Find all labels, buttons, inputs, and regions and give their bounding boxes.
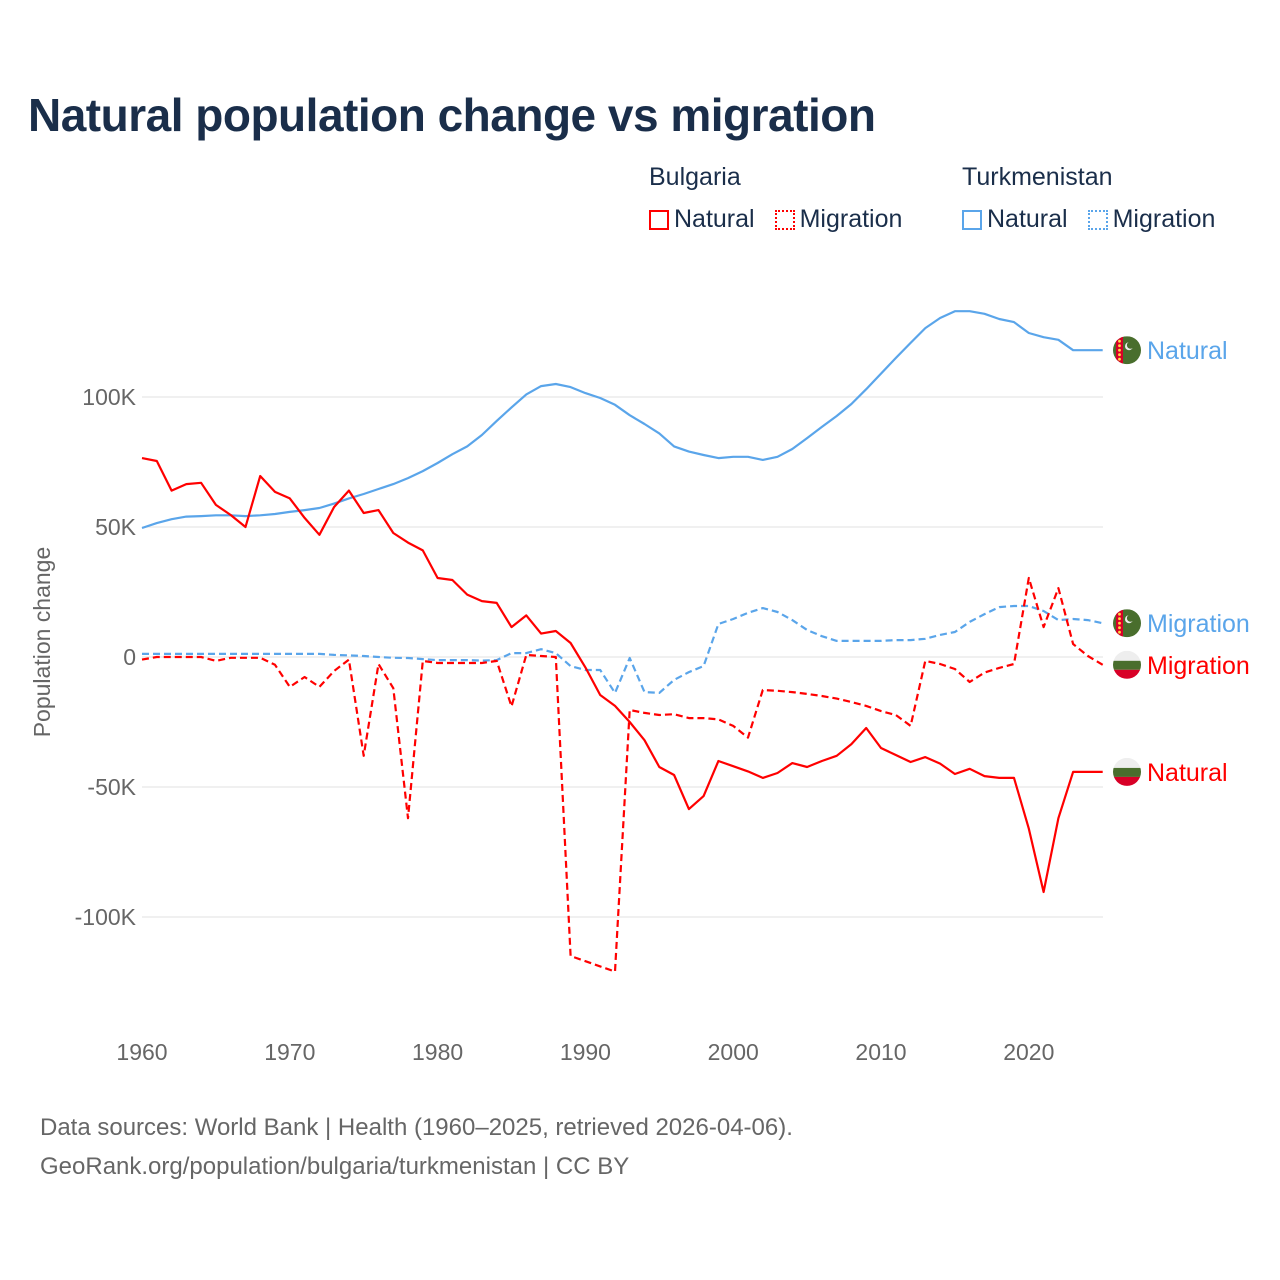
y-tick-label: 100K <box>82 384 136 410</box>
series-end-label: Natural <box>1147 759 1228 787</box>
solid-swatch-icon <box>962 209 982 230</box>
bulgaria-flag-icon <box>1113 650 1141 679</box>
x-tick-label: 1970 <box>264 1039 315 1065</box>
legend-item-bulgaria-natural[interactable]: Natural <box>649 205 755 234</box>
series-line-turkmenistan-migration <box>142 604 1103 695</box>
y-tick-label: -50K <box>87 774 136 800</box>
legend-bulgaria-items: Natural Migration <box>649 205 916 234</box>
x-tick-label: 1960 <box>116 1039 167 1065</box>
legend-label: Natural <box>674 205 755 233</box>
dotted-swatch-icon <box>774 209 795 230</box>
series-line-bulgaria-migration <box>141 576 1104 973</box>
y-tick-label: 50K <box>95 514 137 540</box>
turkmenistan-flag-icon <box>1113 336 1141 365</box>
series-end-label: Migration <box>1147 652 1250 680</box>
legend-item-turkmenistan-natural[interactable]: Natural <box>962 205 1068 234</box>
bulgaria-flag-icon <box>1113 757 1141 786</box>
solid-swatch-icon <box>649 209 669 230</box>
source-line-2[interactable]: GeoRank.org/population/bulgaria/turkmeni… <box>40 1153 630 1180</box>
legend-label: Natural <box>987 205 1068 233</box>
legend-group-turkmenistan: Turkmenistan <box>962 163 1113 191</box>
x-tick-label: 2010 <box>855 1039 906 1065</box>
chart-title: Natural population change vs migration <box>28 89 876 141</box>
x-tick-label: 2020 <box>1003 1039 1054 1065</box>
x-tick-label: 1990 <box>560 1039 611 1065</box>
legend-group-bulgaria: Bulgaria <box>649 163 741 191</box>
x-tick-label: 1980 <box>412 1039 463 1065</box>
series-end-label: Migration <box>1147 610 1250 638</box>
y-tick-label: -100K <box>75 904 137 930</box>
source-note: Data sources: World Bank | Health (1960–… <box>40 1108 793 1186</box>
legend-label: Migration <box>1112 205 1216 233</box>
series-end-label: Natural <box>1147 337 1228 365</box>
legend-turkmenistan-items: Natural Migration <box>962 205 1229 234</box>
legend-item-turkmenistan-migration[interactable]: Migration <box>1087 205 1216 234</box>
series-line-bulgaria-natural <box>141 457 1103 894</box>
series-line-turkmenistan-natural <box>141 310 1103 530</box>
legend-label: Migration <box>799 205 903 233</box>
turkmenistan-flag-icon <box>1113 609 1141 638</box>
source-line-1: Data sources: World Bank | Health (1960–… <box>40 1114 793 1141</box>
x-tick-label: 2000 <box>708 1039 759 1065</box>
y-axis-label: Population change <box>29 547 55 738</box>
dotted-swatch-icon <box>1087 209 1108 230</box>
legend-item-bulgaria-migration[interactable]: Migration <box>774 205 903 234</box>
y-tick-label: 0 <box>123 644 136 670</box>
